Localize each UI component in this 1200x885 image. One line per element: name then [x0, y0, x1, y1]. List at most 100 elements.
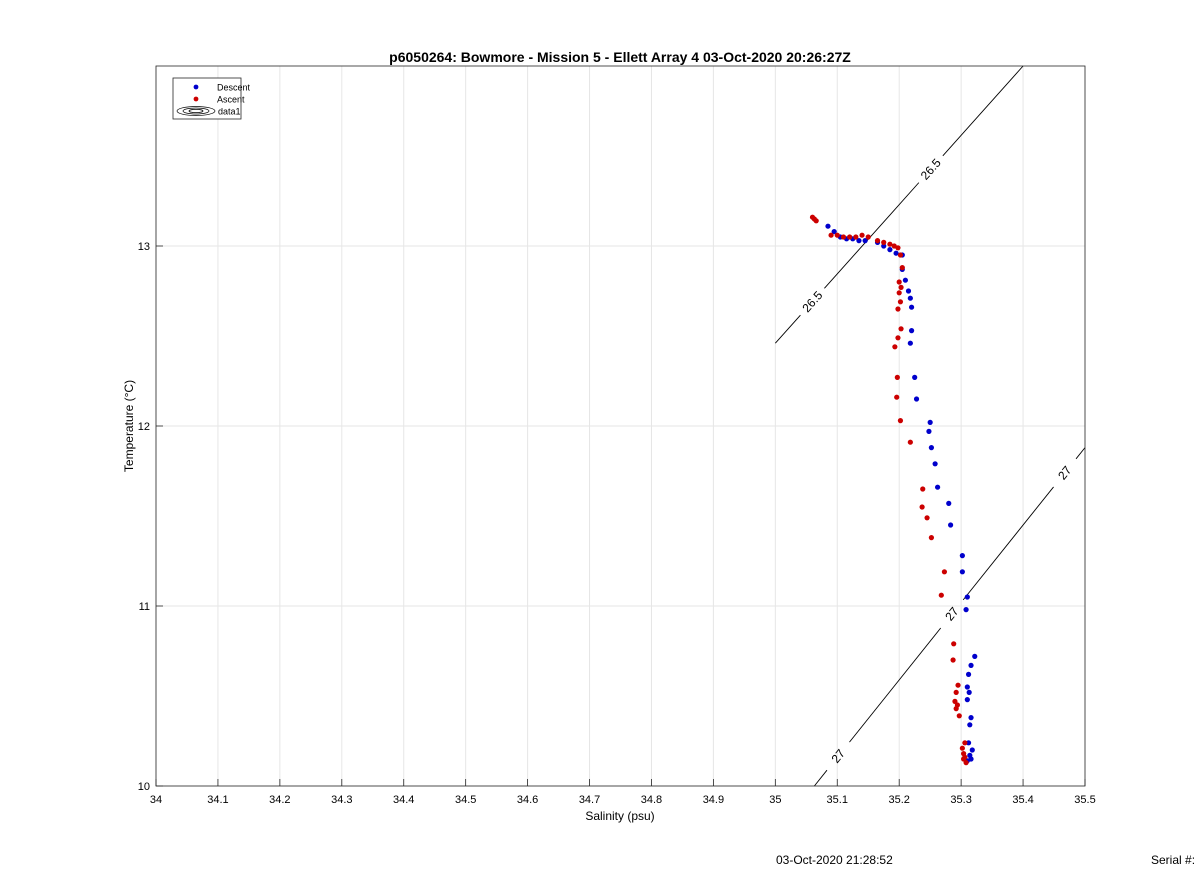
descent-point: [908, 328, 915, 334]
legend-marker: [193, 96, 199, 102]
legend-label: Ascent: [217, 95, 245, 105]
descent-point: [964, 697, 970, 703]
x-tick-label: 34.7: [579, 794, 600, 806]
x-axis-label: Salinity (psu): [585, 809, 654, 823]
descent-point: [912, 374, 918, 380]
contour-label: 27: [942, 604, 961, 623]
descent-point: [831, 229, 837, 235]
ascent-point: [887, 241, 893, 247]
ascent-point: [897, 252, 904, 258]
x-tick-label: 35.1: [827, 794, 848, 806]
contour-line: [962, 486, 1054, 601]
ascent-point: [951, 641, 957, 647]
descent-point: [928, 445, 935, 451]
descent-point: [926, 428, 932, 434]
descent-point: [932, 461, 938, 467]
ascent-point: [813, 218, 819, 224]
ascent-point: [955, 682, 961, 688]
ascent-point: [961, 756, 967, 762]
legend-contour-icon: [188, 109, 204, 113]
descent-point: [908, 304, 915, 310]
x-tick-label: 35.5: [1074, 794, 1095, 806]
x-tick-label: 34.8: [641, 794, 662, 806]
ascent-point: [834, 232, 840, 238]
descent-point: [934, 484, 941, 490]
ascent-point: [959, 745, 965, 751]
descent-point: [959, 553, 965, 559]
legend: Descent Ascent data1: [172, 77, 251, 120]
ascent-point: [896, 290, 902, 296]
x-tick-label: 34.2: [269, 794, 290, 806]
ascent-point: [894, 374, 900, 380]
ascent-point: [897, 299, 904, 305]
descent-point: [965, 671, 972, 678]
grid-lines: [155, 66, 1086, 787]
descent-point: [862, 238, 868, 244]
x-tick-label: 34.5: [455, 794, 476, 806]
ascent-point: [895, 306, 901, 312]
descent-point: [948, 522, 954, 528]
ascent-point: [962, 740, 968, 746]
x-tick-label: 35.3: [950, 794, 971, 806]
descent-point: [965, 740, 972, 746]
ascent-point: [938, 592, 944, 598]
footer-serial: Serial #:: [1151, 853, 1196, 867]
x-tick-label: 34.6: [517, 794, 538, 806]
descent-point: [887, 247, 893, 253]
ascent-point: [894, 394, 900, 400]
contour-label: 27: [1055, 463, 1074, 482]
x-tick-label: 34.3: [331, 794, 352, 806]
x-tick-label: 34.9: [703, 794, 724, 806]
legend-contour-icon: [176, 106, 216, 116]
descent-point: [969, 747, 975, 753]
footer-timestamp: 03-Oct-2020 21:28:52: [776, 853, 893, 867]
descent-point: [968, 662, 974, 669]
ascent-point: [874, 238, 881, 244]
data-points: [809, 214, 978, 766]
ascent-point: [828, 232, 834, 238]
legend-label: data1: [218, 107, 241, 117]
y-tick-label: 10: [138, 781, 150, 793]
ascent-point: [895, 245, 901, 251]
y-tick-label: 11: [139, 601, 150, 613]
ascent-point: [928, 535, 935, 541]
x-tick-label: 35.2: [888, 794, 909, 806]
ascent-point: [881, 239, 887, 245]
descent-point: [902, 277, 908, 283]
ascent-point: [865, 234, 871, 240]
contour-label: 27: [829, 746, 848, 765]
contour-label: 26.5: [799, 288, 825, 315]
descent-point: [964, 684, 970, 690]
legend-contour-icon: [182, 107, 210, 115]
x-tick-label: 34: [150, 794, 162, 806]
ascent-point: [953, 689, 959, 696]
descent-point: [913, 396, 920, 402]
ascent-point: [907, 439, 913, 445]
contour-line: [824, 182, 920, 289]
x-tick-label: 34.4: [393, 794, 414, 806]
contour-line: [942, 65, 1024, 157]
contour-line: [1075, 447, 1086, 460]
ascent-point: [840, 234, 847, 240]
descent-point: [966, 689, 972, 696]
contour-line: [813, 769, 828, 787]
descent-point: [946, 500, 952, 506]
ascent-point: [853, 234, 859, 240]
ascent-point: [950, 657, 956, 663]
descent-point: [972, 653, 978, 660]
descent-point: [907, 340, 913, 346]
ascent-point: [896, 279, 902, 285]
legend-marker: [193, 84, 199, 90]
ascent-point: [898, 326, 904, 332]
descent-point: [881, 243, 887, 249]
ascent-point: [898, 284, 904, 290]
descent-point: [825, 223, 831, 229]
descent-point: [964, 594, 970, 600]
ascent-point: [892, 344, 898, 350]
ascent-point: [895, 335, 901, 341]
x-tick-label: 35: [769, 794, 781, 806]
y-axis-ticks: 10 11 12 13: [138, 241, 163, 793]
descent-point: [963, 607, 969, 613]
contour-line: [849, 627, 942, 743]
descent-point: [893, 250, 899, 256]
